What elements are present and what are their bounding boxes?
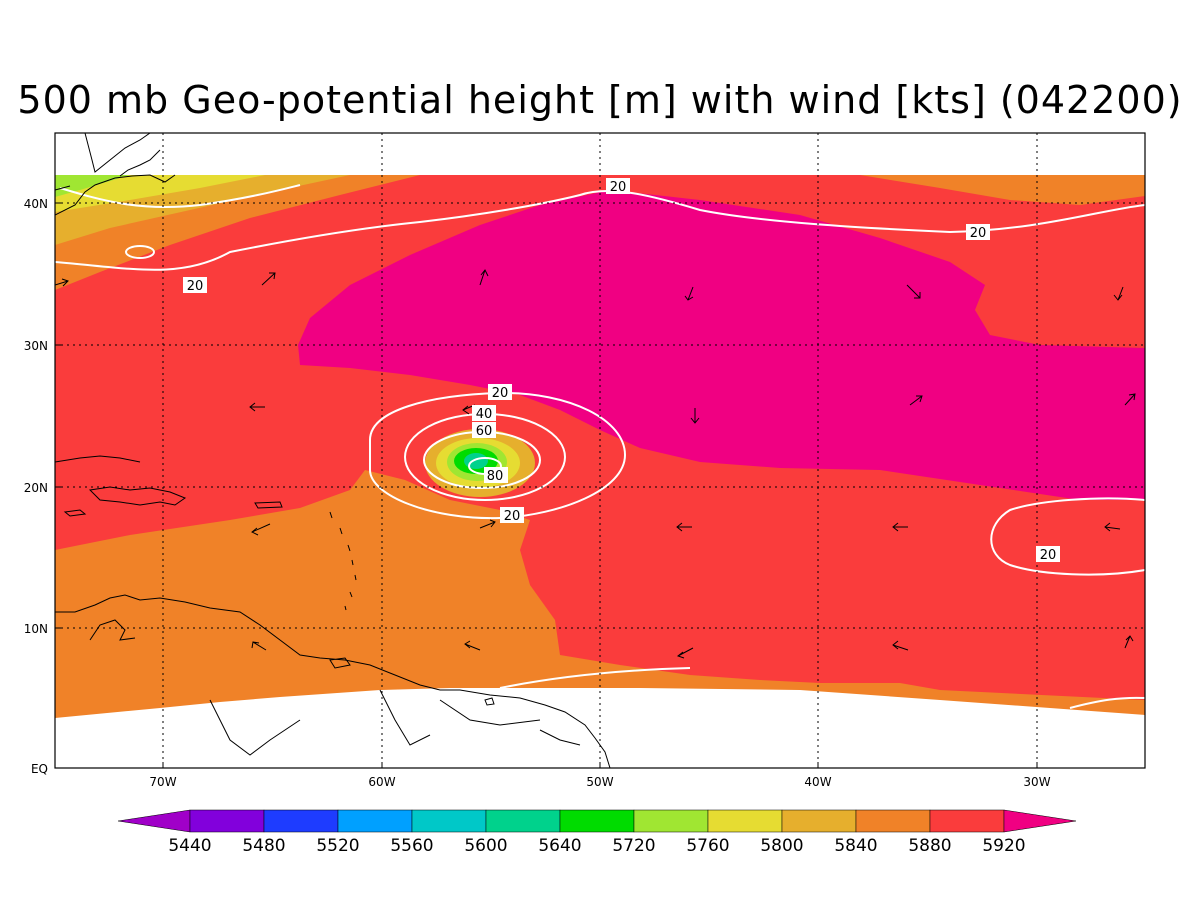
colorbar: 5440 5480 5520 5560 5600 5640 5720 5760 5800 5840… xyxy=(117,809,1077,856)
contour-label: 60 xyxy=(476,424,493,439)
lon-label: 70W xyxy=(149,775,176,789)
map-plot-area: 20 20 20 20 40 60 80 20 20 xyxy=(55,133,1145,768)
coast-hispaniola xyxy=(88,486,187,506)
colorbar-swatch xyxy=(263,809,339,833)
height-band-low-5600 xyxy=(464,453,488,469)
contour-label: 20 xyxy=(492,386,509,401)
coast-lesser-antilles xyxy=(329,511,357,611)
colorbar-swatch xyxy=(781,809,857,833)
colorbar-swatch xyxy=(707,809,783,833)
axis-ticks xyxy=(55,202,1038,768)
isotach-20-nw xyxy=(59,184,301,209)
colorbar-label: 5840 xyxy=(834,836,877,856)
contour-label: 20 xyxy=(187,279,204,294)
contour-label: 80 xyxy=(487,469,504,484)
colorbar-swatch xyxy=(189,809,265,833)
colorbar-swatch xyxy=(411,809,487,833)
lat-label: EQ xyxy=(31,762,48,776)
colorbar-swatch xyxy=(559,809,635,833)
contour-label: 20 xyxy=(1040,548,1057,563)
isotach-20-se xyxy=(1069,696,1145,709)
wind-vectors xyxy=(55,269,1136,659)
isotach-20-north xyxy=(55,190,1145,271)
latitude-labels: 40N 30N 20N 10N EQ xyxy=(24,197,48,776)
lon-label: 50W xyxy=(586,775,613,789)
colorbar-label: 5480 xyxy=(242,836,285,856)
colorbar-label: 5600 xyxy=(464,836,507,856)
contour-labels: 20 20 20 20 40 60 80 20 20 xyxy=(183,178,1060,563)
lat-label: 10N xyxy=(24,622,48,636)
coast-south-america xyxy=(55,594,611,768)
colorbar-low-arrow xyxy=(117,809,191,833)
isotach-20-east xyxy=(990,497,1145,576)
coast-jamaica xyxy=(63,509,87,517)
contour-label: 20 xyxy=(970,226,987,241)
isotach-20-south xyxy=(499,667,691,689)
lat-label: 30N xyxy=(24,339,48,353)
colorbar-label: 5760 xyxy=(686,836,729,856)
contour-label: 20 xyxy=(504,509,521,524)
longitude-labels: 70W 60W 50W 40W 30W xyxy=(149,775,1050,789)
colorbar-swatch xyxy=(337,809,413,833)
coast-cuba xyxy=(55,455,141,463)
lon-label: 40W xyxy=(804,775,831,789)
chart-title: 500 mb Geo-potential height [m] with win… xyxy=(17,78,1183,122)
coast-north-america xyxy=(55,133,176,216)
colorbar-label: 5640 xyxy=(538,836,581,856)
colorbar-label: 5520 xyxy=(316,836,359,856)
contour-label: 20 xyxy=(610,180,627,195)
isotach-20-low xyxy=(369,391,627,520)
colorbar-swatch xyxy=(485,809,561,833)
colorbar-label: 5560 xyxy=(390,836,433,856)
colorbar-label: 5880 xyxy=(908,836,951,856)
coast-south-america-interior xyxy=(209,689,581,756)
lon-label: 60W xyxy=(368,775,395,789)
isotach-20-small-loop xyxy=(125,245,155,259)
height-band-5840-south xyxy=(55,470,1145,720)
colorbar-swatch xyxy=(855,809,931,833)
contour-label: 40 xyxy=(476,407,493,422)
map-grid xyxy=(55,133,1145,768)
colorbar-label: 5920 xyxy=(982,836,1025,856)
lat-label: 20N xyxy=(24,481,48,495)
colorbar-swatch xyxy=(929,809,1005,833)
lon-label: 30W xyxy=(1023,775,1050,789)
colorbar-high-arrow xyxy=(1003,809,1077,833)
height-band-5760 xyxy=(55,175,265,212)
colorbar-label: 5440 xyxy=(168,836,211,856)
height-band-5840-ne xyxy=(860,175,1145,205)
colorbar-label: 5800 xyxy=(760,836,803,856)
colorbar-label: 5720 xyxy=(612,836,655,856)
coast-puerto-rico xyxy=(254,501,283,509)
coastlines xyxy=(55,133,611,768)
colorbar-swatch xyxy=(633,809,709,833)
lat-label: 40N xyxy=(24,197,48,211)
